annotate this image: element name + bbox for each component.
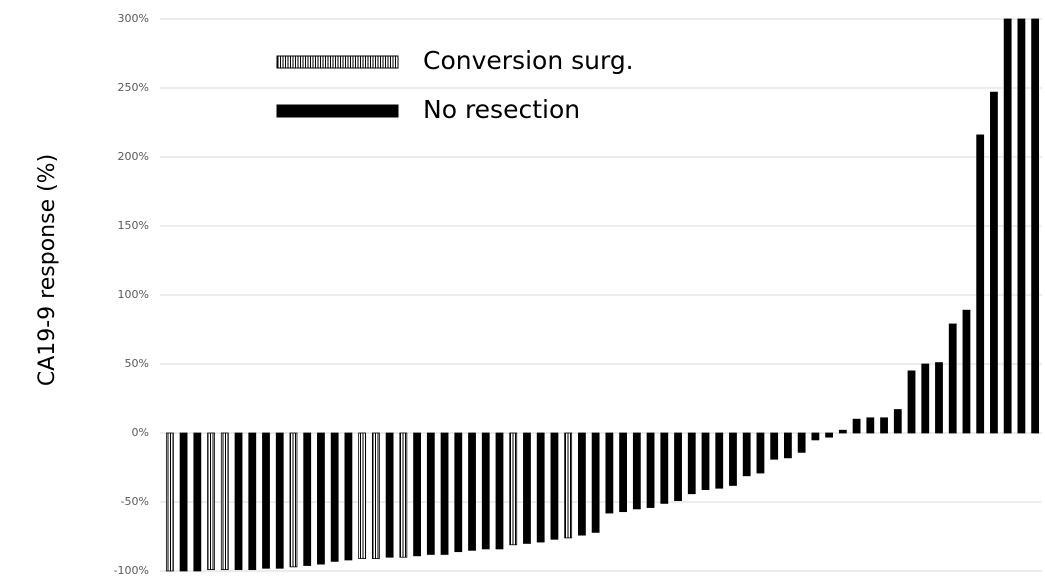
legend-label: No resection [423, 95, 580, 124]
bar [674, 432, 682, 502]
y-tick-label: 50% [125, 357, 149, 370]
bar [371, 432, 380, 559]
bar [605, 432, 614, 514]
bar [729, 432, 737, 486]
bar [495, 432, 504, 550]
bar [317, 432, 325, 565]
bar [797, 432, 806, 453]
bar [1031, 18, 1040, 434]
bar [550, 432, 559, 540]
y-axis-label: CA19-9 response (%) [35, 154, 60, 386]
bar [399, 432, 408, 558]
bar [577, 432, 586, 536]
bar [481, 432, 490, 550]
bar [838, 429, 847, 434]
bar [784, 432, 792, 459]
bar [248, 432, 257, 571]
bar [852, 418, 861, 434]
y-tick-label: 150% [118, 219, 149, 232]
legend-label: Conversion surg. [423, 46, 634, 75]
y-tick-label: -50% [121, 495, 149, 508]
bar [509, 432, 518, 546]
bar [962, 309, 971, 434]
bar [207, 432, 215, 571]
bar [921, 363, 930, 434]
y-tick-label: 200% [118, 150, 149, 163]
bar [646, 432, 655, 508]
bar [523, 432, 531, 544]
bar [536, 432, 545, 543]
bar [976, 134, 985, 434]
bar [990, 91, 998, 434]
bar [426, 432, 435, 555]
bar [234, 432, 243, 571]
bar [564, 432, 573, 539]
y-tick-label: -100% [114, 564, 149, 576]
bar [454, 432, 463, 553]
bar [687, 432, 696, 495]
bar [289, 432, 298, 568]
bar [880, 417, 888, 434]
y-tick-label: 100% [118, 288, 149, 301]
bar [756, 432, 765, 474]
bar [907, 370, 916, 434]
legend-swatch [276, 55, 399, 69]
y-tick-label: 250% [118, 81, 149, 94]
bar [1017, 18, 1026, 434]
bar [1003, 18, 1012, 434]
bar [468, 432, 476, 551]
bar [413, 432, 421, 557]
bar [632, 432, 641, 510]
y-tick-label: 0% [132, 426, 149, 439]
bar [220, 432, 229, 571]
bar [935, 362, 943, 434]
bar [619, 432, 628, 513]
bar [742, 432, 751, 477]
bar [358, 432, 367, 559]
bar [262, 432, 270, 569]
bar [825, 432, 834, 438]
bar [344, 432, 353, 561]
bar [591, 432, 600, 533]
bar [660, 432, 669, 504]
bar [715, 432, 724, 489]
bar [193, 432, 202, 572]
bar [811, 432, 820, 441]
legend-swatch [276, 104, 399, 118]
bar [893, 409, 902, 434]
bar [440, 432, 449, 555]
bar [770, 432, 779, 460]
bar [330, 432, 339, 562]
bar [866, 417, 875, 434]
y-tick-label: 300% [118, 12, 149, 25]
bar [701, 432, 710, 490]
bar [948, 323, 957, 434]
bar [275, 432, 284, 569]
bar [303, 432, 312, 566]
bar [165, 432, 174, 572]
bar [179, 432, 188, 572]
bar [385, 432, 394, 558]
